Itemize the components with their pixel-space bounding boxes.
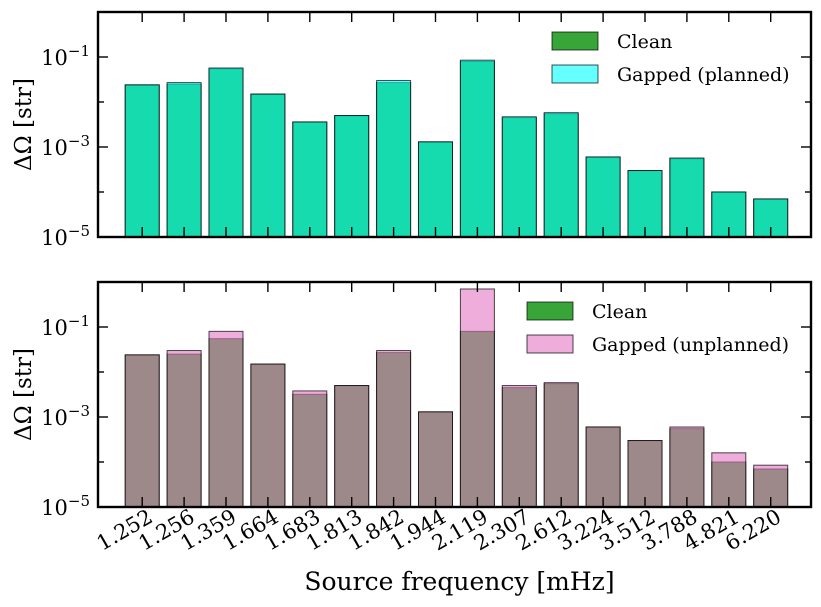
legend-label-1: Clean bbox=[617, 31, 672, 53]
bar-gapped-5 bbox=[292, 121, 328, 238]
ytick-label: 10−3 bbox=[41, 402, 90, 430]
bar-gapped-3 bbox=[208, 330, 244, 508]
ytick-label: 10−1 bbox=[41, 42, 90, 70]
bar-gapped-10 bbox=[501, 116, 537, 238]
bar-gapped-6 bbox=[334, 115, 370, 238]
bar-gapped-1 bbox=[124, 354, 160, 508]
bar-gapped-12 bbox=[585, 426, 621, 508]
ytick-label: 10−1 bbox=[41, 312, 90, 340]
bar-gapped-15 bbox=[711, 452, 747, 508]
bar-gapped-13 bbox=[627, 440, 663, 508]
x-axis-label: Source frequency [mHz] bbox=[304, 567, 614, 596]
bar-gapped-11 bbox=[543, 382, 579, 508]
bar-gapped-1 bbox=[124, 84, 160, 238]
bar-gapped-8 bbox=[418, 411, 453, 508]
bar-gapped-14 bbox=[669, 157, 705, 238]
panel-2: 10−5 10−3 10−1ΔΩ [str] Clean Gapped (unplann… bbox=[11, 280, 813, 520]
axes-frame bbox=[96, 280, 813, 509]
legend-label-1: Clean bbox=[592, 301, 647, 323]
x-tick-labels: 1.2521.2561.3591.6641.6831.8131.8421.944… bbox=[93, 505, 786, 556]
bar-gapped-13 bbox=[627, 170, 663, 238]
bar-gapped-9 bbox=[459, 59, 495, 238]
bar-gapped-8 bbox=[418, 141, 453, 238]
bar-gapped-7 bbox=[376, 350, 412, 508]
y-axis-label: ΔΩ [str] bbox=[11, 78, 37, 171]
y-axis-label: ΔΩ [str] bbox=[11, 348, 37, 441]
legend-swatch-1 bbox=[526, 301, 574, 321]
bar-gapped-4 bbox=[250, 363, 286, 508]
bar-gapped-3 bbox=[208, 67, 244, 238]
ytick-label: 10−3 bbox=[41, 132, 90, 160]
bar-gapped-7 bbox=[376, 80, 412, 238]
bar-gapped-2 bbox=[166, 82, 202, 238]
ytick-label: 10−5 bbox=[41, 492, 90, 520]
bar-gapped-14 bbox=[669, 426, 705, 508]
bar-gapped-10 bbox=[501, 385, 537, 508]
legend-swatch-1 bbox=[551, 31, 599, 51]
ytick-label: 10−5 bbox=[41, 222, 90, 250]
axes-frame bbox=[96, 10, 813, 239]
bar-gapped-11 bbox=[543, 112, 579, 238]
bar-gapped-9 bbox=[459, 288, 495, 508]
bar-gapped-4 bbox=[250, 93, 286, 238]
legend-swatch-2 bbox=[551, 64, 599, 84]
legend-label-2: Gapped (planned) bbox=[617, 64, 790, 86]
bar-gapped-5 bbox=[292, 390, 328, 508]
bar-gapped-6 bbox=[334, 385, 370, 508]
bar-gapped-2 bbox=[166, 350, 202, 508]
legend-label-2: Gapped (unplanned) bbox=[592, 334, 789, 356]
bar-gapped-12 bbox=[585, 156, 621, 238]
legend-swatch-2 bbox=[526, 334, 574, 354]
panel-1: 10−5 10−3 10−1ΔΩ [str] Clean Gapped (planned… bbox=[11, 10, 813, 250]
